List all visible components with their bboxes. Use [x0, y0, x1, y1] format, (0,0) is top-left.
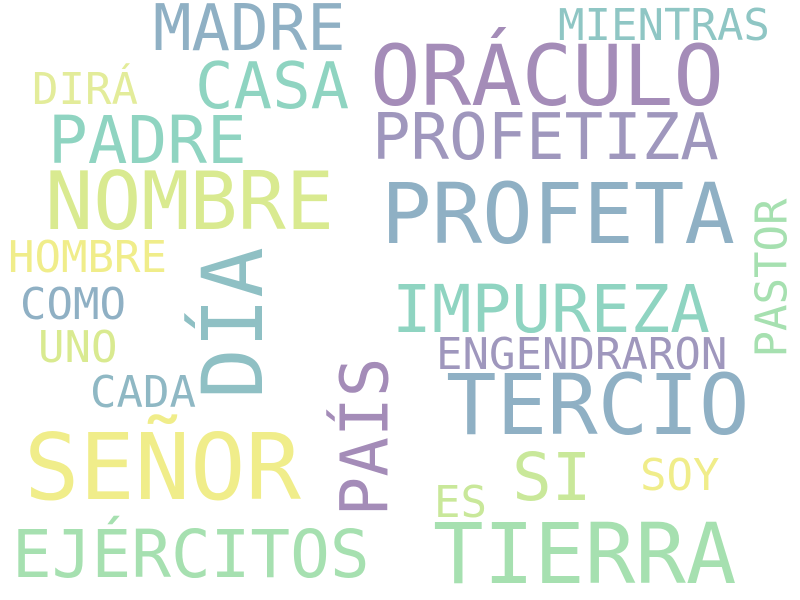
- word-nombre: NOMBRE: [45, 155, 334, 248]
- word-pastor: PASTOR: [746, 198, 798, 358]
- word-profeta: PROFETA: [381, 165, 736, 263]
- word-dira: DIRÁ: [32, 64, 138, 115]
- word-padre: PADRE: [48, 102, 247, 179]
- word-hombre: HOMBRE: [8, 232, 167, 283]
- word-mientras: MIENTRAS: [558, 0, 770, 51]
- word-tercio: TERCIO: [446, 356, 750, 454]
- word-tierra: TIERRA: [433, 505, 737, 600]
- word-como: COMO: [20, 279, 126, 330]
- word-oraculo: ORÁCULO: [370, 27, 725, 125]
- word-ejercitos: EJÉRCITOS: [12, 516, 370, 593]
- word-uno: UNO: [38, 322, 118, 373]
- word-madre: MADRE: [153, 0, 346, 66]
- word-pais: PAÍS: [326, 357, 404, 517]
- word-casa: CASA: [195, 50, 350, 124]
- word-es: ES: [434, 477, 487, 528]
- word-cada: CADA: [90, 367, 196, 418]
- word-si: SI: [512, 439, 592, 516]
- word-senor: SEÑOR: [24, 414, 301, 521]
- word-dia: DÍA: [183, 247, 282, 399]
- word-profetiza: PROFETIZA: [372, 101, 719, 175]
- word-impureza: IMPUREZA: [392, 271, 710, 348]
- word-engendraron: ENGENDRARON: [436, 329, 728, 380]
- word-soy: SOY: [640, 450, 720, 501]
